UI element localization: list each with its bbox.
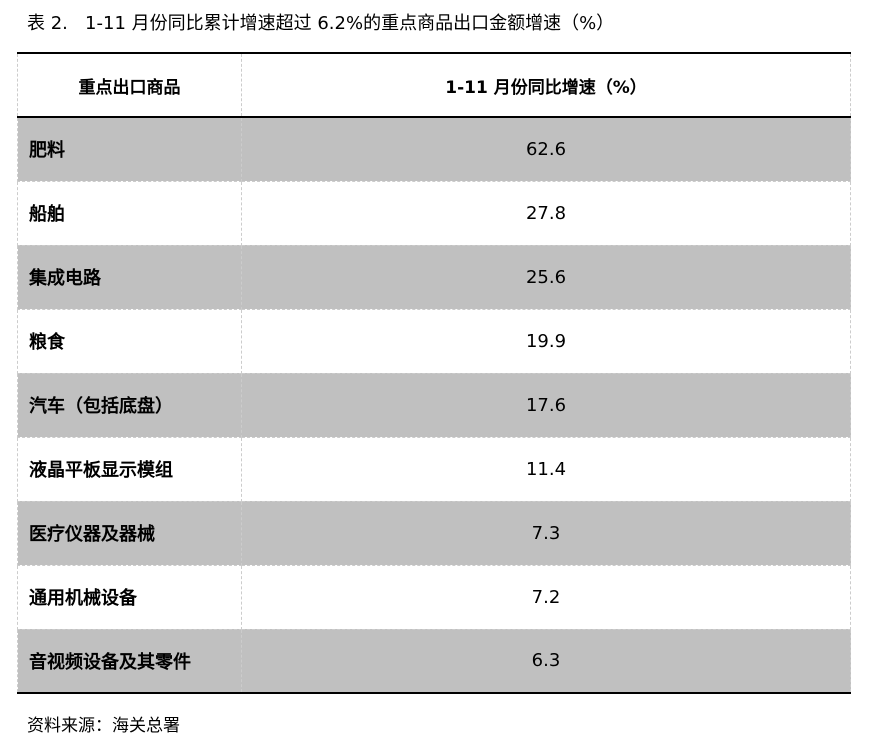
header-product: 重点出口商品 <box>17 52 242 118</box>
product-name: 液晶平板显示模组 <box>17 437 242 502</box>
growth-value: 6.3 <box>241 629 851 694</box>
source-note: 资料来源：海关总署 <box>27 716 180 736</box>
growth-value: 62.6 <box>241 117 851 182</box>
table-row: 音视频设备及其零件 6.3 <box>17 629 851 694</box>
product-name: 通用机械设备 <box>17 565 242 630</box>
growth-value: 25.6 <box>241 245 851 310</box>
growth-value: 17.6 <box>241 373 851 438</box>
product-name: 集成电路 <box>17 245 242 310</box>
product-name: 汽车（包括底盘） <box>17 373 242 438</box>
table-row: 集成电路 25.6 <box>17 245 851 310</box>
product-name: 粮食 <box>17 309 242 374</box>
growth-value: 7.2 <box>241 565 851 630</box>
growth-value: 27.8 <box>241 181 851 246</box>
header-row: 重点出口商品 1-11 月份同比增速（%） <box>17 52 851 118</box>
product-name: 音视频设备及其零件 <box>17 629 242 694</box>
table-row: 肥料 62.6 <box>17 117 851 182</box>
product-name: 医疗仪器及器械 <box>17 501 242 566</box>
table-row: 液晶平板显示模组 11.4 <box>17 437 851 502</box>
table-row: 通用机械设备 7.2 <box>17 565 851 630</box>
table-row: 医疗仪器及器械 7.3 <box>17 501 851 566</box>
product-name: 肥料 <box>17 117 242 182</box>
header-growth: 1-11 月份同比增速（%） <box>241 52 851 118</box>
export-growth-table: 重点出口商品 1-11 月份同比增速（%） 肥料 62.6 船舶 27.8 集成电路 25… <box>17 52 851 694</box>
growth-value: 11.4 <box>241 437 851 502</box>
table-row: 船舶 27.8 <box>17 181 851 246</box>
growth-value: 19.9 <box>241 309 851 374</box>
growth-value: 7.3 <box>241 501 851 566</box>
table-row: 汽车（包括底盘） 17.6 <box>17 373 851 438</box>
product-name: 船舶 <box>17 181 242 246</box>
table-title: 表 2. 1-11 月份同比累计增速超过 6.2%的重点商品出口金额增速（%） <box>27 13 615 34</box>
table-row: 粮食 19.9 <box>17 309 851 374</box>
